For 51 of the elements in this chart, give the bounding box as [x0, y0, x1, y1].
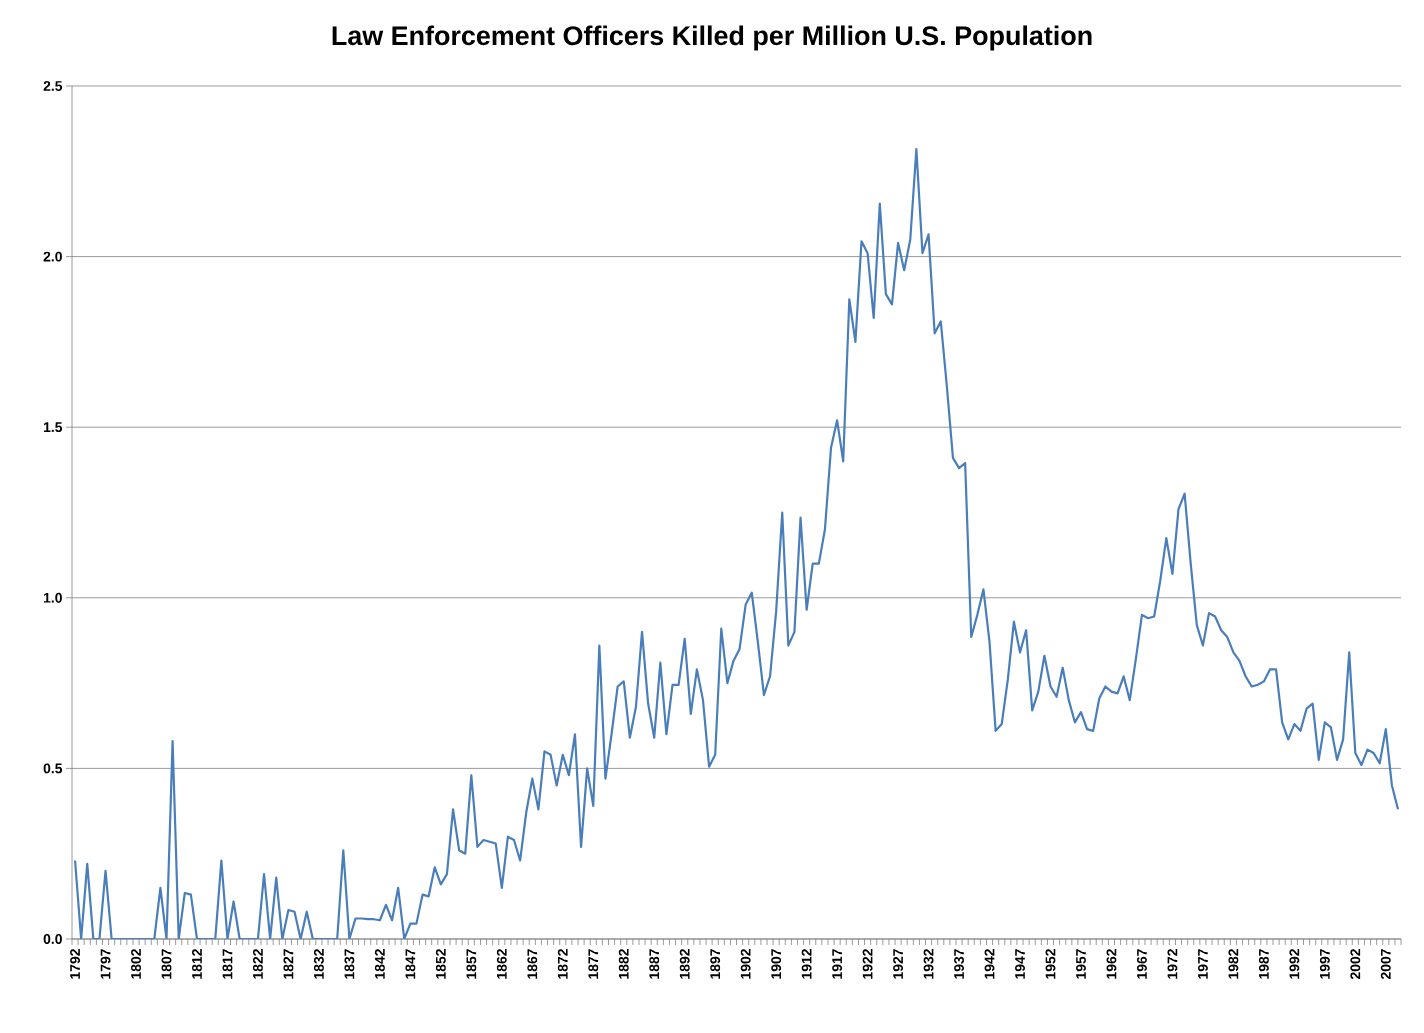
x-tick-label: 1877 — [588, 949, 599, 979]
y-tick-label: 2.5 — [43, 81, 63, 91]
x-tick-label: 1842 — [374, 949, 385, 979]
x-tick-label: 1867 — [527, 949, 538, 979]
x-tick-label: 1857 — [466, 949, 477, 979]
x-tick-label: 1977 — [1197, 949, 1208, 979]
x-tick-label: 1792 — [70, 949, 80, 979]
y-tick-label: 0.0 — [43, 934, 62, 944]
x-tick-label: 1932 — [923, 949, 934, 979]
x-tick-label: 1847 — [405, 949, 416, 979]
x-tick-label: 2002 — [1350, 949, 1361, 980]
x-tick-label: 1862 — [496, 949, 507, 979]
y-tick-label: 1.5 — [43, 422, 63, 433]
x-tick-label: 1907 — [771, 949, 782, 979]
y-tick-label: 2.0 — [43, 251, 62, 262]
x-tick-label: 1802 — [131, 949, 141, 979]
x-tick-label: 1852 — [435, 949, 446, 979]
x-tick-label: 1827 — [283, 949, 294, 979]
x-tick-label: 1972 — [1167, 949, 1178, 979]
x-tick-label: 1927 — [893, 949, 904, 979]
x-tick-label: 1812 — [192, 949, 202, 979]
y-tick-label: 0.5 — [43, 763, 63, 774]
x-tick-label: 1887 — [649, 949, 660, 979]
x-tick-label: 1882 — [618, 949, 629, 979]
x-tick-label: 1822 — [253, 949, 263, 979]
x-tick-label: 1892 — [679, 949, 690, 979]
x-tick-label: 1817 — [222, 949, 233, 979]
y-tick-label: 1.0 — [43, 592, 62, 603]
x-tick-label: 1962 — [1106, 949, 1117, 979]
x-tick-label: 1947 — [1015, 949, 1025, 979]
x-tick-label: 1912 — [801, 949, 812, 979]
x-tick-label: 1957 — [1076, 949, 1086, 979]
x-tick-label: 1982 — [1228, 949, 1239, 979]
x-tick-label: 1797 — [100, 949, 111, 979]
x-tick-label: 1832 — [313, 949, 324, 979]
x-tick-label: 1967 — [1136, 949, 1147, 979]
x-tick-label: 1942 — [984, 949, 995, 979]
x-tick-label: 1997 — [1319, 949, 1330, 979]
chart-title: Law Enforcement Officers Killed per Million U.S. Population — [332, 25, 1092, 51]
x-tick-label: 1987 — [1258, 949, 1269, 979]
x-tick-label: 1837 — [344, 949, 355, 979]
x-tick-label: 1917 — [832, 949, 843, 979]
x-tick-label: 2007 — [1380, 949, 1391, 980]
x-tick-label: 1902 — [740, 949, 751, 979]
x-tick-label: 1897 — [710, 949, 721, 979]
x-tick-label: 1922 — [862, 949, 873, 979]
x-tick-label: 1872 — [557, 949, 568, 979]
x-tick-label: 1992 — [1289, 949, 1300, 979]
x-tick-label: 1807 — [161, 949, 172, 979]
x-tick-label: 1937 — [954, 949, 964, 979]
x-tick-label: 1952 — [1045, 949, 1056, 979]
